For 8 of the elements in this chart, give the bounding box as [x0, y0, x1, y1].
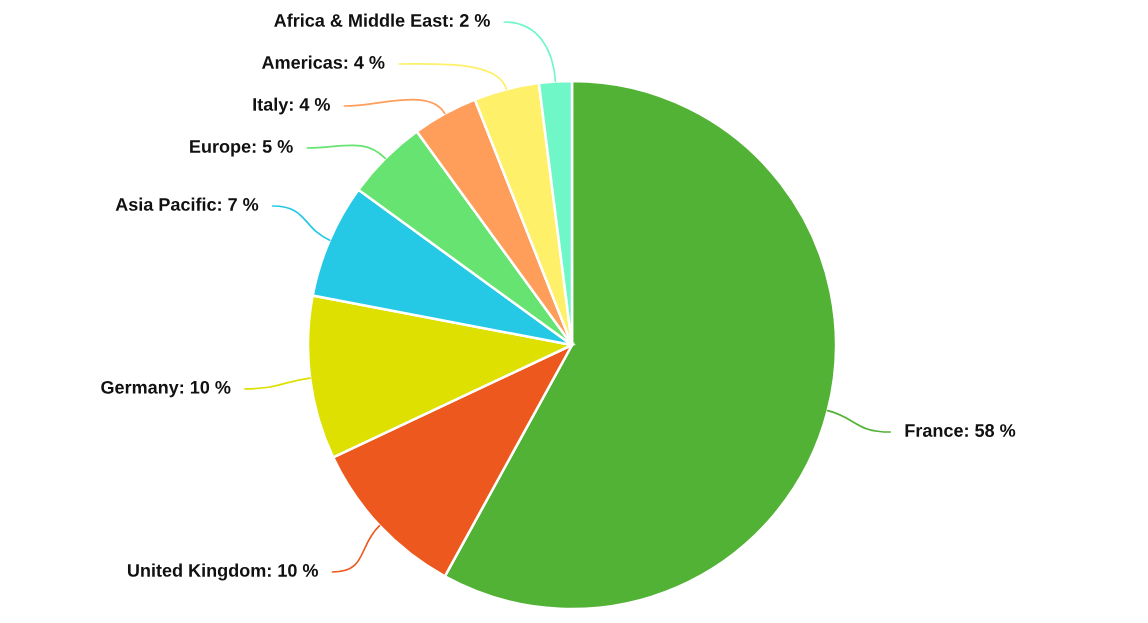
slice-label: Africa & Middle East: 2 %: [274, 13, 490, 27]
slice-label: Asia Pacific: 7 %: [115, 197, 259, 211]
slice-label: Americas: 4 %: [261, 55, 385, 69]
slice-label: Europe: 5 %: [190, 140, 293, 157]
slice-label: Italy: 4 %: [253, 97, 330, 115]
slice-label: Germany: 10 %: [101, 380, 231, 398]
slice-label: United Kingdom: 10 %: [127, 563, 319, 581]
slice-label: France: 58 %: [905, 424, 1016, 437]
